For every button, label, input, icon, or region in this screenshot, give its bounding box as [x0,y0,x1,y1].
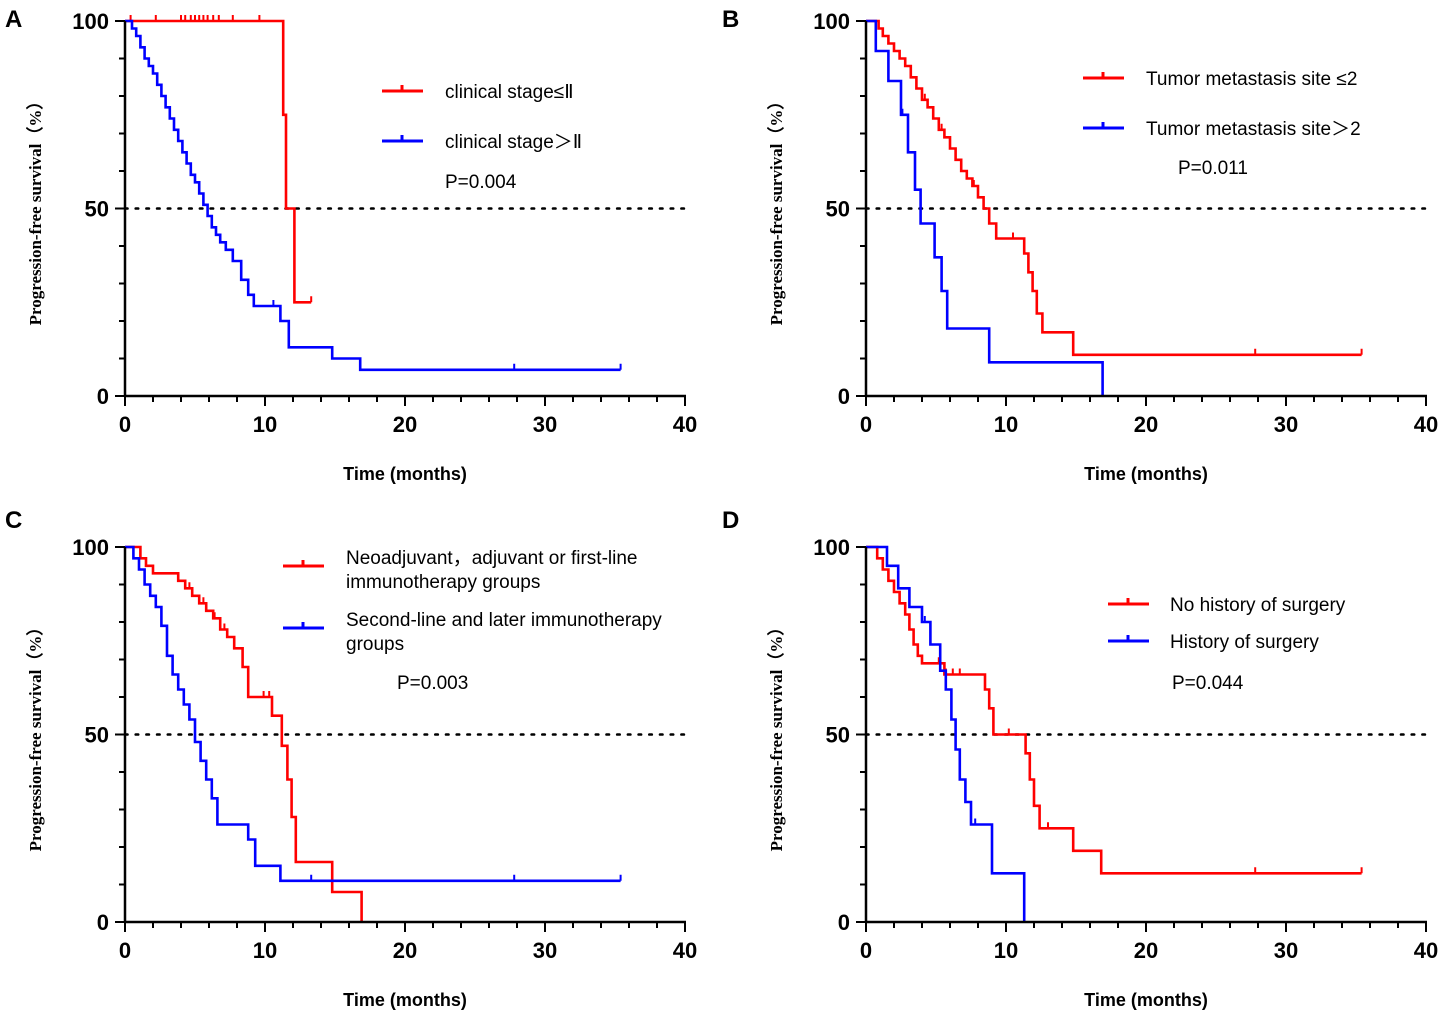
legend-label-series-1: clinical stage≤Ⅱ [445,82,574,103]
legend-label-series-2: History of surgery [1170,632,1319,653]
x-axis-title: Time (months) [1084,990,1208,1010]
y-tick-label: 50 [826,723,850,748]
y-tick-label: 100 [72,535,109,560]
legend-label-series-1-line-1: Neoadjuvant，adjuvant or first-line [346,548,638,569]
panel-letter: A [5,6,22,33]
y-axis-title: Progression-free survival（%） [25,93,45,326]
x-tick-label: 40 [673,412,697,437]
x-tick-label: 30 [533,938,557,963]
p-value: P=0.003 [397,673,468,694]
x-tick-label: 10 [253,938,277,963]
x-tick-label: 0 [860,938,872,963]
y-tick-label: 0 [97,910,109,935]
p-value: P=0.004 [445,172,517,193]
x-tick-label: 20 [393,938,417,963]
y-tick-label: 100 [72,9,109,34]
y-axis-title: Progression-free survival（%） [766,619,786,852]
x-tick-label: 10 [994,938,1018,963]
legend-label-series-1: Tumor metastasis site ≤2 [1146,69,1357,90]
legend-label-series-2-line-1: Second-line and later immunotherapy [346,610,662,631]
x-tick-label: 10 [994,412,1018,437]
legend-label-series-2: Tumor metastasis site＞2 [1146,119,1361,140]
y-tick-label: 100 [813,9,850,34]
x-tick-label: 20 [1134,412,1158,437]
legend: clinical stage≤Ⅱ clinical stage＞Ⅱ [382,82,582,153]
legend: No history of surgery History of surgery [1108,595,1346,653]
panel-d: 0 10 20 30 40 0 50 100 D Time (months) Progress… [722,507,1438,1010]
x-tick-label: 20 [1134,938,1158,963]
km-curve-series-1 [866,19,1362,357]
km-curve-series-2 [866,545,1026,922]
x-tick-label: 40 [1414,938,1438,963]
y-tick-label: 50 [826,197,850,222]
legend-label-series-1: No history of surgery [1170,595,1346,616]
x-tick-label: 40 [1414,412,1438,437]
y-tick-label: 50 [85,197,109,222]
x-tick-label: 30 [1274,412,1298,437]
x-tick-label: 30 [1274,938,1298,963]
km-curve-series-2 [125,19,621,372]
legend-label-series-2: clinical stage＞Ⅱ [445,132,582,153]
legend-label-series-1-line-2: immunotherapy groups [346,572,540,593]
x-axis-title: Time (months) [1084,464,1208,484]
x-tick-label: 30 [533,412,557,437]
panel-b: 0 10 20 30 40 0 50 100 B Time (months) Progress… [722,6,1438,484]
y-axis-title: Progression-free survival（%） [766,93,786,326]
x-tick-label: 10 [253,412,277,437]
km-curve-series-1 [125,19,312,304]
km-curve-series-1 [866,545,1362,875]
legend-label-series-2-line-2: groups [346,634,404,655]
panel-letter: C [5,507,22,534]
panel-letter: B [722,6,739,33]
km-curve-series-2 [866,19,1104,396]
km-curve-series-2 [125,545,621,883]
legend: Tumor metastasis site ≤2 Tumor metastasi… [1083,69,1361,140]
panel-letter: D [722,507,739,534]
x-tick-label: 0 [860,412,872,437]
x-tick-label: 20 [393,412,417,437]
y-tick-label: 100 [813,535,850,560]
legend: Neoadjuvant，adjuvant or first-line immun… [283,548,662,655]
y-tick-label: 0 [838,910,850,935]
x-axis-title: Time (months) [343,464,467,484]
p-value: P=0.011 [1178,158,1248,179]
panel-a: 0 10 20 30 40 0 50 100 A Time (months) Progress… [5,6,697,484]
x-tick-label: 0 [119,412,131,437]
y-tick-label: 0 [838,384,850,409]
x-tick-label: 40 [673,938,697,963]
y-tick-label: 50 [85,723,109,748]
km-curve-series-1 [125,545,363,922]
x-tick-label: 0 [119,938,131,963]
y-tick-label: 0 [97,384,109,409]
p-value: P=0.044 [1172,673,1244,694]
panel-c: 0 10 20 30 40 0 50 100 C Time (months) Progress… [5,507,697,1010]
x-axis-title: Time (months) [343,990,467,1010]
y-axis-title: Progression-free survival（%） [25,619,45,852]
